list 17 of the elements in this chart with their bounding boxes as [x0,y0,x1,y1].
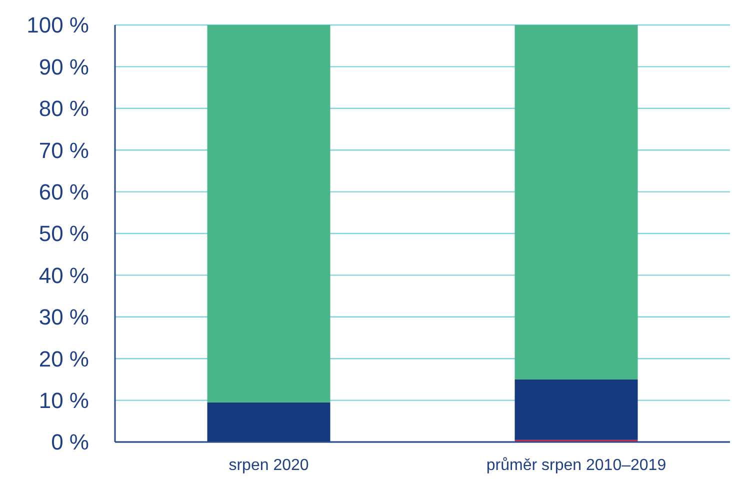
y-tick-label: 80 % [38,96,89,122]
y-tick-label: 0 % [51,430,89,455]
y-tick-label: 70 % [38,138,89,163]
bar [514,25,638,380]
x-tick-label: srpen 2020 [228,457,309,474]
y-tick-label: 60 % [38,180,89,204]
y-tick-label: 100 % [26,12,89,38]
y-tick-label: 40 % [38,262,89,288]
y-tick-label: 30 % [38,304,89,330]
y-tick-label: 50 % [38,221,89,246]
y-tick-label: 90 % [38,54,89,80]
bar [514,379,638,440]
bar [207,25,330,402]
x-tick-label: průměr srpen 2010–2019 [486,457,666,474]
bar [207,402,330,442]
y-tick-label: 20 % [38,346,89,372]
y-tick-label: 10 % [38,388,89,413]
